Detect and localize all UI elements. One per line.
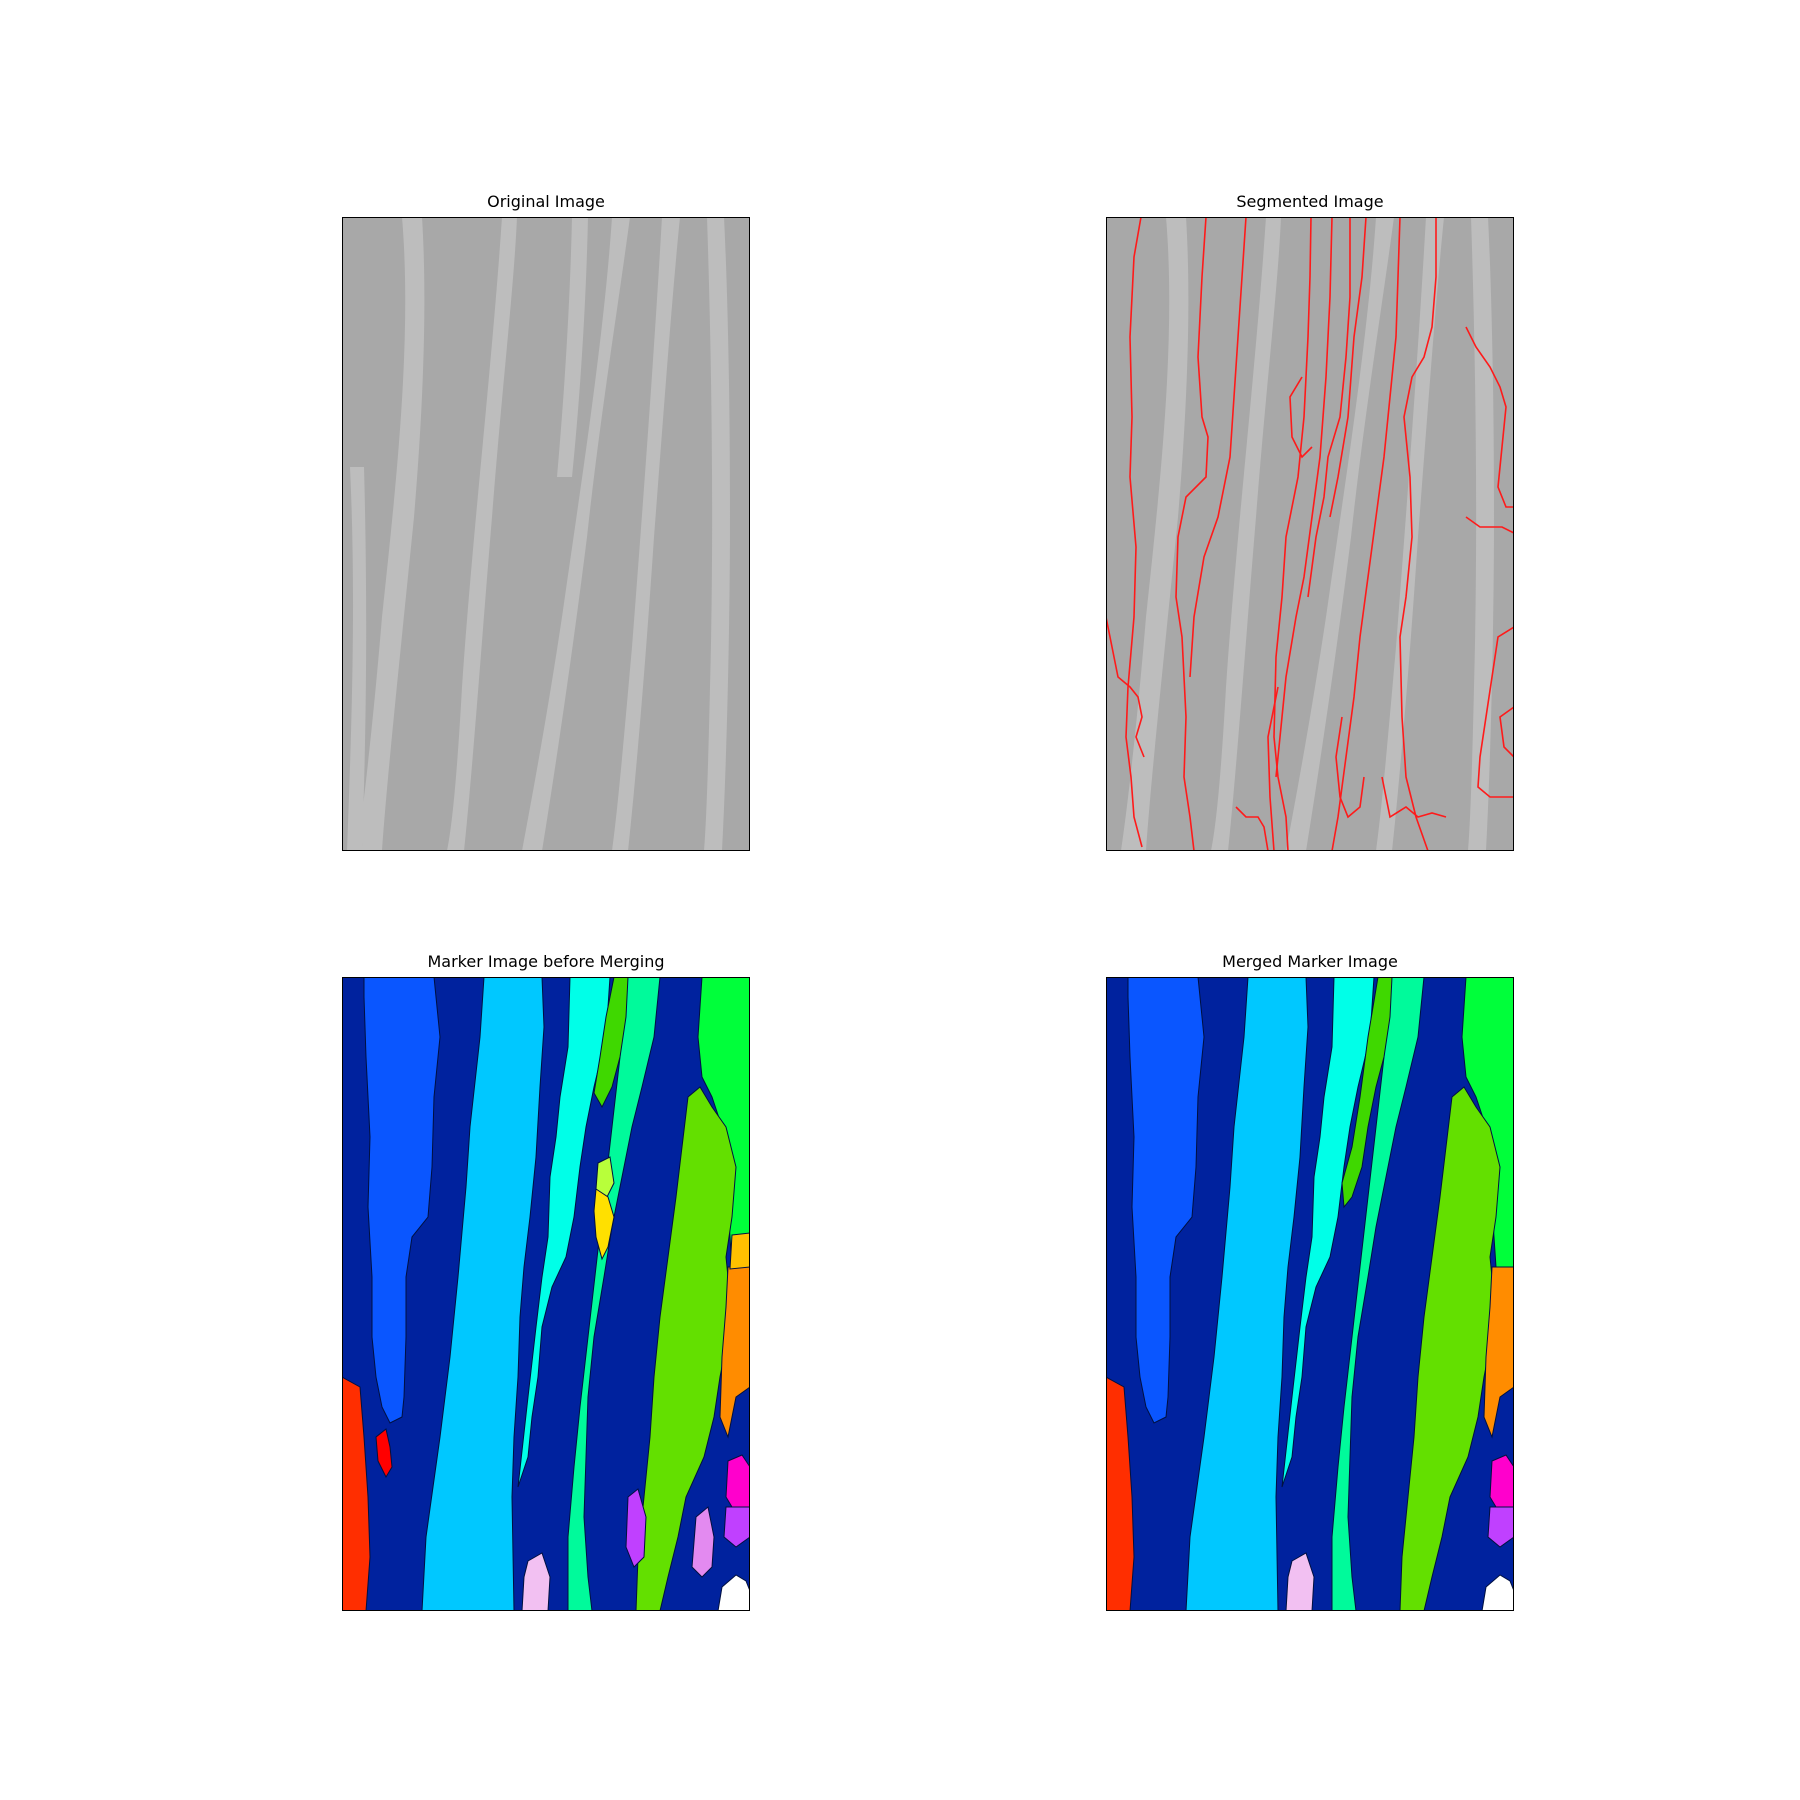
panel-title-original: Original Image xyxy=(487,192,605,211)
segmented-image xyxy=(1106,217,1514,851)
original-image xyxy=(342,217,750,851)
merged-marker-image xyxy=(1106,977,1514,1611)
panel-title-markers-merged: Merged Marker Image xyxy=(1222,952,1398,971)
panel-title-markers-before: Marker Image before Merging xyxy=(427,952,665,971)
marker-image-before-merging xyxy=(342,977,750,1611)
panel-title-segmented: Segmented Image xyxy=(1236,192,1384,211)
